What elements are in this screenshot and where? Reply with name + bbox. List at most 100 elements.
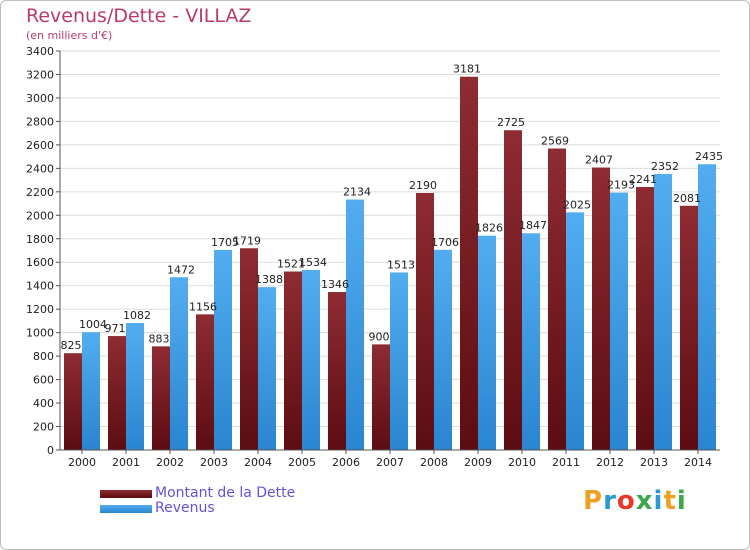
data-label: 1004 — [79, 318, 107, 331]
data-label: 3181 — [453, 63, 481, 76]
proxiti-logo: Proxiti — [583, 486, 687, 516]
bars — [64, 76, 716, 451]
bar-dette — [636, 187, 654, 450]
y-tick-label: 200 — [33, 421, 54, 434]
bar-dette — [460, 76, 478, 451]
y-tick-label: 2000 — [26, 209, 54, 222]
bar-revenus — [654, 173, 672, 450]
bar-dette — [152, 346, 170, 450]
logo-letter: o — [616, 486, 636, 516]
data-label: 1847 — [519, 219, 547, 232]
logo-letter: i — [676, 486, 687, 516]
data-label: 1534 — [299, 256, 327, 269]
data-label: 2081 — [673, 192, 701, 205]
x-tick-label: 2011 — [552, 456, 580, 469]
y-tick-label: 3200 — [26, 68, 54, 81]
x-tick-label: 2001 — [112, 456, 140, 469]
y-tick-label: 2800 — [26, 115, 54, 128]
bar-dette — [592, 167, 610, 450]
axes: 0 200 400 600 800 1000 1200 1400 1600 1800 2000 220… — [26, 45, 720, 469]
x-tick-label: 2010 — [508, 456, 536, 469]
bar-revenus — [302, 269, 320, 450]
logo-letter: t — [663, 486, 677, 516]
y-tick-label: 1600 — [26, 256, 54, 269]
y-tick-label: 1200 — [26, 303, 54, 316]
x-tick-label: 2004 — [244, 456, 272, 469]
data-label: 2025 — [563, 198, 591, 211]
data-label: 2134 — [343, 186, 371, 199]
data-label: 1472 — [167, 263, 195, 276]
data-label: 1346 — [321, 278, 349, 291]
y-tick-label: 600 — [33, 374, 54, 387]
legend-swatch-revenus — [100, 505, 152, 513]
bar-revenus — [258, 287, 276, 450]
bar-dette — [328, 292, 346, 450]
data-label: 1156 — [189, 300, 217, 313]
bar-dette — [240, 248, 258, 450]
x-tick-label: 2009 — [464, 456, 492, 469]
bar-revenus — [434, 249, 452, 450]
y-tick-label: 2400 — [26, 162, 54, 175]
bar-dette — [504, 130, 522, 450]
x-tick-label: 2005 — [288, 456, 316, 469]
data-label: 1706 — [431, 236, 459, 249]
logo-letter: x — [635, 486, 654, 516]
x-tick-label: 2008 — [420, 456, 448, 469]
bar-revenus — [566, 212, 584, 450]
logo-letter: i — [653, 486, 664, 516]
bar-dette — [680, 205, 698, 450]
data-label: 2352 — [651, 160, 679, 173]
y-tick-label: 1400 — [26, 280, 54, 293]
data-label: 2190 — [409, 179, 437, 192]
data-label: 1082 — [123, 309, 151, 322]
data-label: 1521 — [277, 258, 305, 271]
y-tick-label: 2200 — [26, 186, 54, 199]
y-tick-label: 2600 — [26, 139, 54, 152]
logo-letter: P — [583, 486, 604, 516]
data-label: 900 — [369, 330, 390, 343]
x-tick-label: 2003 — [200, 456, 228, 469]
data-label: 883 — [149, 332, 170, 345]
bar-revenus — [82, 332, 100, 450]
data-label: 1719 — [233, 234, 261, 247]
y-tick-label: 3000 — [26, 92, 54, 105]
legend-item-debt: Montant de la Dette — [100, 485, 360, 501]
y-tick-label: 800 — [33, 350, 54, 363]
x-tick-label: 2000 — [68, 456, 96, 469]
x-tick-label: 2012 — [596, 456, 624, 469]
data-label: 2193 — [607, 179, 635, 192]
bar-revenus — [346, 199, 364, 450]
legend-swatch-debt — [100, 490, 152, 498]
bar-dette — [64, 353, 82, 450]
y-tick-label: 1000 — [26, 327, 54, 340]
y-tick-label: 3400 — [26, 45, 54, 58]
bar-dette — [372, 344, 390, 450]
bar-dette — [284, 271, 302, 450]
y-tick-label: 1800 — [26, 233, 54, 246]
x-tick-label: 2007 — [376, 456, 404, 469]
data-label: 1826 — [475, 222, 503, 235]
bar-dette — [196, 314, 214, 450]
y-tick-label: 0 — [47, 444, 54, 457]
logo-letter: r — [603, 486, 617, 516]
legend-label-revenus: Revenus — [155, 500, 215, 516]
bar-revenus — [698, 164, 716, 450]
data-label: 1513 — [387, 258, 415, 271]
bar-revenus — [522, 233, 540, 450]
data-label: 2569 — [541, 135, 569, 148]
bar-revenus — [126, 323, 144, 450]
data-label: 1705 — [211, 236, 239, 249]
chart-subtitle: (en milliers d'€) — [26, 29, 113, 42]
x-tick-label: 2013 — [640, 456, 668, 469]
data-label: 1388 — [255, 273, 283, 286]
data-label: 2725 — [497, 116, 525, 129]
legend-item-revenus: Revenus — [100, 500, 360, 516]
bar-dette — [548, 148, 566, 450]
y-tick-label: 400 — [33, 397, 54, 410]
bar-revenus — [610, 192, 628, 450]
bar-dette — [108, 336, 126, 450]
data-label: 2435 — [695, 150, 723, 163]
bar-dette — [416, 192, 434, 450]
